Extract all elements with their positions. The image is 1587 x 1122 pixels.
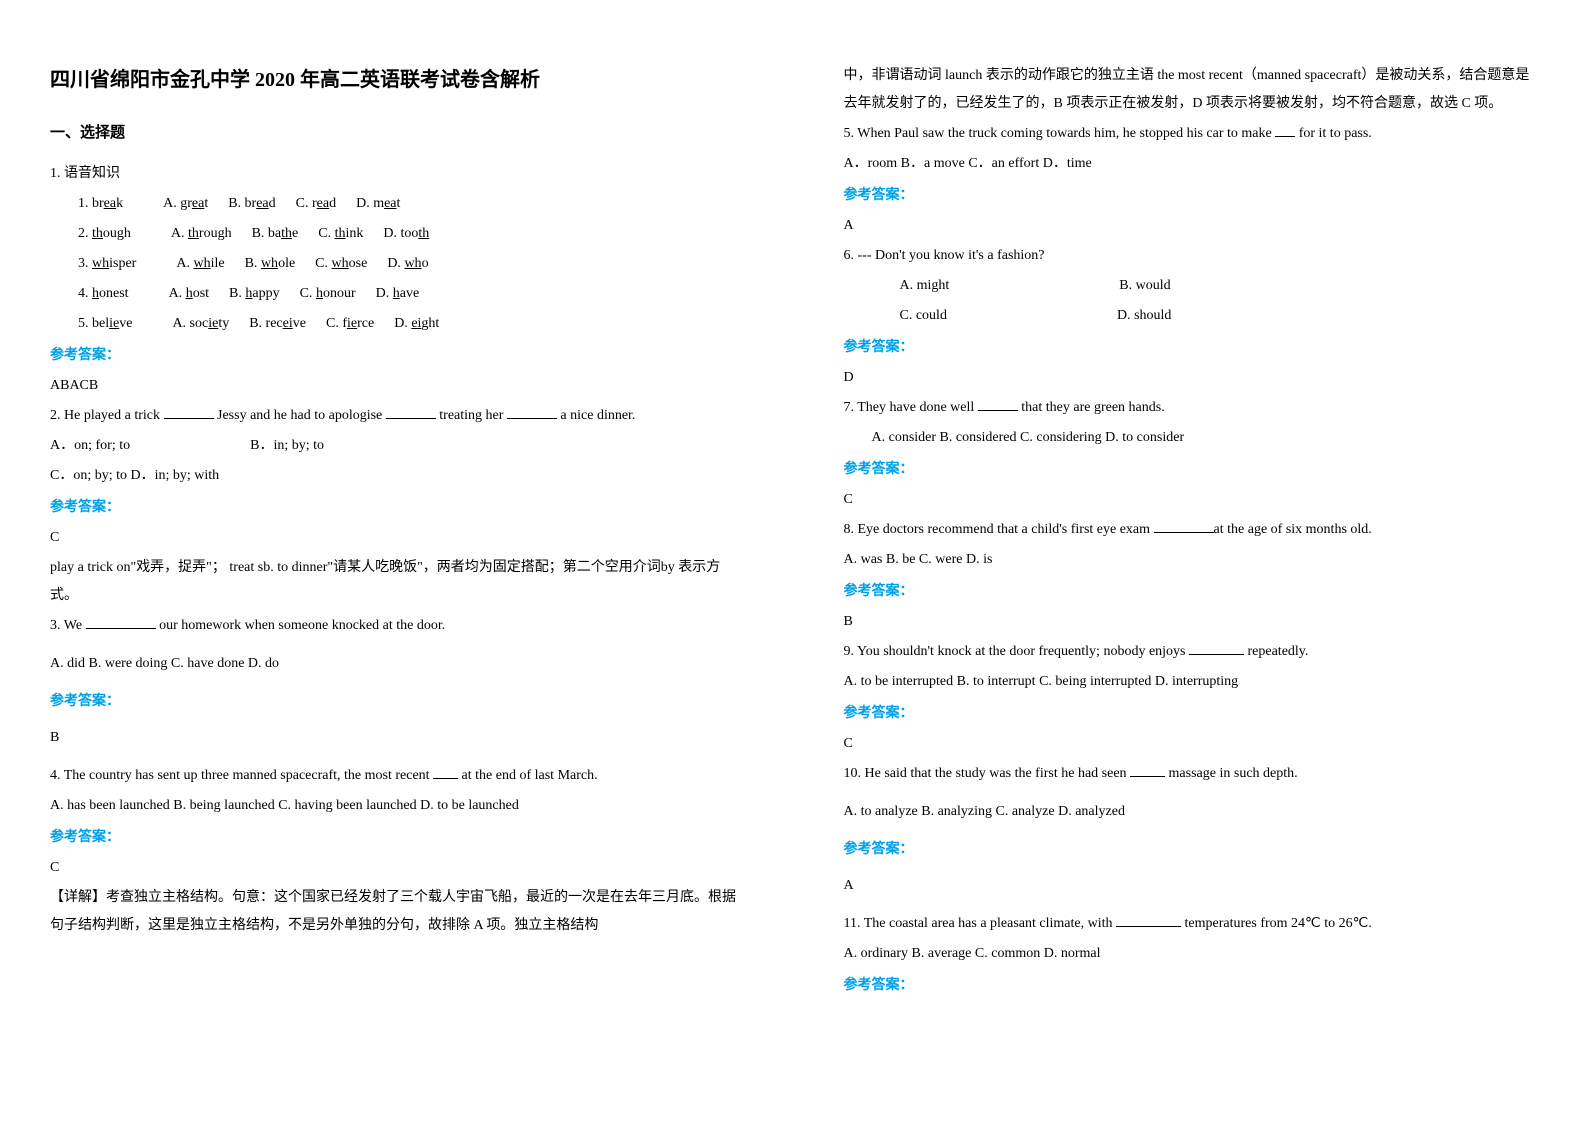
blank [1130, 776, 1165, 777]
q9-answer: C [844, 730, 1538, 758]
blank [1275, 136, 1295, 137]
q2-explanation: play a trick on"戏弄，捉弄"； treat sb. to din… [50, 554, 744, 610]
q6-opt-d: D. should [1117, 308, 1171, 323]
q2-options-2: C．on; by; to D．in; by; with [50, 462, 744, 490]
q1-sub-row: 5. believeA. societyB. receiveC. fierceD… [78, 310, 744, 338]
section-header-1: 一、选择题 [50, 118, 744, 148]
q6-options-1: A. might B. would [900, 272, 1538, 300]
q6-stem: 6. --- Don't you know it's a fashion? [844, 242, 1538, 270]
q7-stem-b: that they are green hands. [1018, 400, 1165, 415]
q7-stem: 7. They have done well that they are gre… [844, 394, 1538, 422]
q8-options: A. was B. be C. were D. is [844, 546, 1538, 574]
blank [433, 778, 458, 779]
q6-answer: D [844, 364, 1538, 392]
q1-sub-row: 1. breakA. greatB. breadC. readD. meat [78, 190, 744, 218]
q10-options: A. to analyze B. analyzing C. analyze D.… [844, 798, 1538, 826]
q5-stem: 5. When Paul saw the truck coming toward… [844, 120, 1538, 148]
q3-stem: 3. We our homework when someone knocked … [50, 612, 744, 640]
q7-answer: C [844, 486, 1538, 514]
q2-opt-a: A．on; for; to [50, 438, 130, 453]
q3-options: A. did B. were doing C. have done D. do [50, 650, 744, 678]
right-column: 中，非谓语动词 launch 表示的动作跟它的独立主语 the most rec… [794, 0, 1587, 1122]
q2-answer-label: 参考答案： [50, 494, 744, 522]
q2-answer: C [50, 524, 744, 552]
q6-opt-b: B. would [1119, 278, 1170, 293]
q6-opt-c: C. could [900, 308, 947, 323]
q6-opt-a: A. might [900, 278, 950, 293]
q10-answer-label: 参考答案： [844, 836, 1538, 864]
q4-stem: 4. The country has sent up three manned … [50, 762, 744, 790]
q9-stem-a: 9. You shouldn't knock at the door frequ… [844, 644, 1190, 659]
blank [978, 410, 1018, 411]
q5-stem-a: 5. When Paul saw the truck coming toward… [844, 126, 1276, 141]
blank [1116, 926, 1181, 927]
q4-stem-b: at the end of last March. [458, 768, 598, 783]
q11-stem-a: 11. The coastal area has a pleasant clim… [844, 916, 1117, 931]
q5-answer: A [844, 212, 1538, 240]
q8-stem-b: at the age of six months old. [1214, 522, 1372, 537]
q2-stem-b: Jessy and he had to apologise [214, 408, 386, 423]
q4-answer-label: 参考答案： [50, 824, 744, 852]
q11-options: A. ordinary B. average C. common D. norm… [844, 940, 1538, 968]
q4-stem-a: 4. The country has sent up three manned … [50, 768, 433, 783]
q1-sub-row: 3. whisperA. whileB. wholeC. whoseD. who [78, 250, 744, 278]
q10-stem: 10. He said that the study was the first… [844, 760, 1538, 788]
page-title: 四川省绵阳市金孔中学 2020 年高二英语联考试卷含解析 [50, 60, 744, 100]
q5-stem-b: for it to pass. [1295, 126, 1372, 141]
q2-stem-c: treating her [436, 408, 507, 423]
q9-stem: 9. You shouldn't knock at the door frequ… [844, 638, 1538, 666]
blank [1189, 654, 1244, 655]
q1-stem: 1. 语音知识 [50, 160, 744, 188]
q2-stem-d: a nice dinner. [557, 408, 636, 423]
q7-stem-a: 7. They have done well [844, 400, 978, 415]
left-column: 四川省绵阳市金孔中学 2020 年高二英语联考试卷含解析 一、选择题 1. 语音… [0, 0, 794, 1122]
q4-options: A. has been launched B. being launched C… [50, 792, 744, 820]
q11-stem: 11. The coastal area has a pleasant clim… [844, 910, 1538, 938]
q2-options-1: A．on; for; to B．in; by; to [50, 432, 744, 460]
q9-stem-b: repeatedly. [1244, 644, 1308, 659]
blank [507, 418, 557, 419]
q9-options: A. to be interrupted B. to interrupt C. … [844, 668, 1538, 696]
q6-answer-label: 参考答案： [844, 334, 1538, 362]
q1-answer-label: 参考答案： [50, 342, 744, 370]
q9-answer-label: 参考答案： [844, 700, 1538, 728]
q4-explanation: 【详解】考查独立主格结构。句意：这个国家已经发射了三个载人宇宙飞船，最近的一次是… [50, 884, 744, 940]
q4-answer: C [50, 854, 744, 882]
q8-stem-a: 8. Eye doctors recommend that a child's … [844, 522, 1154, 537]
blank [86, 628, 156, 629]
q11-answer-label: 参考答案： [844, 972, 1538, 1000]
q1-sub-row: 4. honestA. hostB. happyC. honourD. have [78, 280, 744, 308]
q6-options-2: C. could D. should [900, 302, 1538, 330]
q2-stem: 2. He played a trick Jessy and he had to… [50, 402, 744, 430]
q3-stem-b: our homework when someone knocked at the… [156, 618, 446, 633]
q2-stem-a: 2. He played a trick [50, 408, 164, 423]
q10-stem-b: massage in such depth. [1165, 766, 1298, 781]
q1-sub-row: 2. thoughA. throughB. batheC. thinkD. to… [78, 220, 744, 248]
q10-answer: A [844, 872, 1538, 900]
q4-explanation-cont: 中，非谓语动词 launch 表示的动作跟它的独立主语 the most rec… [844, 62, 1538, 118]
q8-answer-label: 参考答案： [844, 578, 1538, 606]
q7-answer-label: 参考答案： [844, 456, 1538, 484]
q11-stem-b: temperatures from 24℃ to 26℃. [1181, 916, 1372, 931]
blank [164, 418, 214, 419]
q8-answer: B [844, 608, 1538, 636]
blank [1154, 532, 1214, 533]
q3-answer-label: 参考答案： [50, 688, 744, 716]
q1-answer: ABACB [50, 372, 744, 400]
q3-answer: B [50, 724, 744, 752]
q10-stem-a: 10. He said that the study was the first… [844, 766, 1131, 781]
q7-options: A. consider B. considered C. considering… [872, 424, 1538, 452]
q8-stem: 8. Eye doctors recommend that a child's … [844, 516, 1538, 544]
q2-opt-b: B．in; by; to [250, 438, 324, 453]
q5-answer-label: 参考答案： [844, 182, 1538, 210]
q3-stem-a: 3. We [50, 618, 86, 633]
q5-options: A．room B．a move C．an effort D．time [844, 150, 1538, 178]
blank [386, 418, 436, 419]
